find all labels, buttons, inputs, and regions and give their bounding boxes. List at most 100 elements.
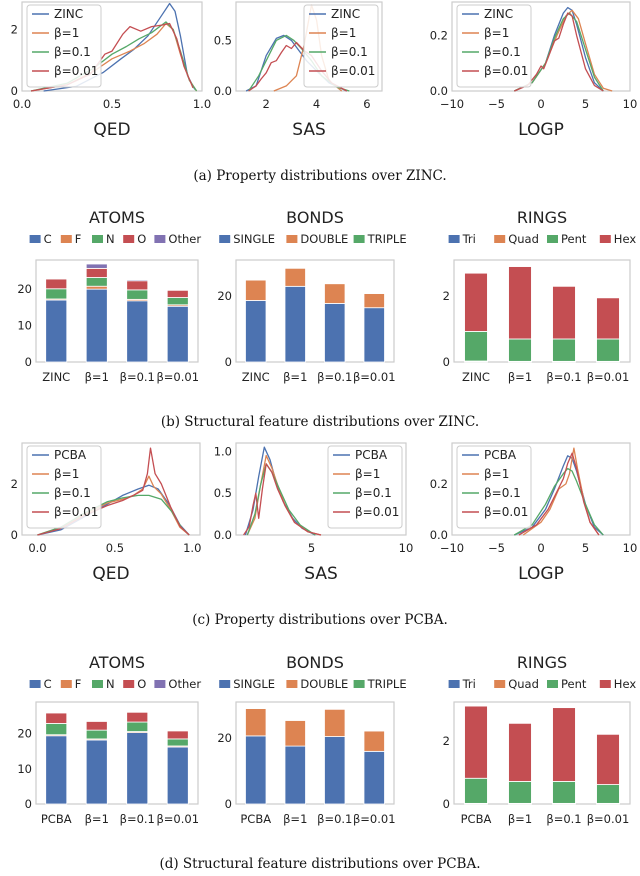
bar-segment-double: [284, 267, 306, 287]
y-tick-label: 10: [17, 762, 32, 776]
chart-title: RINGS: [517, 208, 567, 227]
x-tick-label: 1.0: [193, 97, 211, 111]
y-tick-label: 0.0: [214, 528, 232, 542]
legend-label: Pent: [561, 232, 587, 246]
bar-segment-c: [45, 735, 68, 805]
bar-segment-pent: [464, 777, 488, 804]
plot-pcba-sas: 5 10 0.0 0.5 1.0 SAS PCBA β=1 β=0.1 β=0.01: [214, 442, 413, 584]
x-tick-label: −10: [440, 541, 464, 555]
legend-label: β=1: [54, 467, 79, 481]
legend-label: β=0.01: [54, 64, 98, 78]
bar-segment-o: [166, 730, 189, 740]
bar-segment-single: [245, 735, 267, 805]
bar-segment-double: [324, 283, 346, 304]
bar-segment-other: [126, 279, 149, 282]
legend-label: β=0.01: [54, 505, 98, 519]
bar-segment-c: [166, 746, 189, 805]
legend-swatch: [599, 680, 611, 688]
x-tick-label: β=1: [508, 370, 532, 384]
bar-segment-n: [85, 729, 108, 740]
bar-segment-n: [45, 723, 68, 736]
legend-swatch: [29, 680, 41, 688]
chart-title: ATOMS: [89, 208, 145, 227]
y-tick-label: 20: [17, 282, 32, 296]
legend-swatch: [448, 680, 460, 688]
bar-segment-hex: [464, 272, 488, 332]
legend-swatch: [60, 680, 72, 688]
legend-label: β=1: [331, 26, 356, 40]
plot-zinc-rings: RINGS Tri Quad Pent Hex 0 2 ZINC β=1 β=0.1 β=0.01: [443, 208, 637, 384]
legend-label: DOUBLE: [300, 677, 348, 691]
x-tick-label: 10: [623, 97, 638, 111]
legend-box: [327, 445, 403, 529]
bar-segment-double: [324, 708, 346, 737]
y-tick-label: 20: [17, 727, 32, 741]
legend-label: PCBA: [54, 448, 87, 462]
bar-segment-other: [85, 263, 108, 269]
bar-segment-single: [363, 750, 385, 805]
x-tick-label: β=1: [283, 812, 307, 826]
legend-box: [456, 445, 532, 529]
legend-label: β=1: [484, 26, 509, 40]
bar-segment-c: [85, 288, 108, 363]
chart-title: RINGS: [517, 653, 567, 672]
x-tick-label: β=0.1: [120, 812, 155, 826]
x-tick-label: 0: [537, 541, 544, 555]
legend-label: ZINC: [331, 7, 360, 21]
bar-segment-n: [85, 277, 108, 287]
x-tick-label: PCBA: [461, 812, 492, 826]
legend-label: O: [137, 232, 146, 246]
caption-c: (c) Property distributions over PCBA.: [192, 612, 448, 628]
bar-segment-hex: [596, 733, 620, 785]
y-tick-label: 2: [11, 477, 18, 491]
bar-segment-c: [126, 732, 149, 805]
bar-segment-n: [126, 721, 149, 732]
y-tick-label: 2: [443, 734, 450, 748]
bar-segment-n: [166, 297, 189, 306]
caption-d: (d) Structural feature distributions ove…: [159, 856, 480, 872]
x-tick-label: β=0.1: [317, 812, 352, 826]
plot-pcba-qed: 0.0 0.5 1.0 0 2 QED PCBA β=1 β=0.1 β=0.01: [11, 442, 201, 584]
x-tick-label: PCBA: [240, 812, 271, 826]
legend-swatch: [353, 680, 365, 688]
legend-label: SINGLE: [233, 232, 275, 246]
x-tick-label: β=1: [283, 370, 307, 384]
chart-title: BONDS: [286, 208, 344, 227]
legend-label: β=0.1: [355, 486, 392, 500]
bar-segment-pent: [464, 330, 488, 362]
legend-swatch: [219, 235, 231, 243]
bar-segment-single: [284, 285, 306, 363]
bar-segment-hex: [508, 266, 532, 340]
legend-swatch: [123, 235, 135, 243]
x-tick-label: β=0.01: [156, 370, 199, 384]
bar-segment-hex: [596, 297, 620, 340]
x-tick-label: −10: [440, 97, 464, 111]
legend-box: [456, 4, 532, 88]
y-tick-label: 0: [11, 528, 18, 542]
legend-box: [26, 4, 102, 88]
plot-zinc-atoms: ATOMS C F N O Other 0 10 20 ZINC β=1 β=0.1 β=0.01: [17, 208, 201, 384]
legend-swatch: [219, 680, 231, 688]
bar-segment-n: [126, 289, 149, 300]
bar-segment-hex: [552, 707, 576, 782]
legend-swatch: [286, 235, 298, 243]
bar-segment-double: [363, 730, 385, 752]
legend-label: β=1: [355, 467, 380, 481]
legend-label: Quad: [508, 232, 539, 246]
series-line-2: [513, 467, 604, 536]
plot-zinc-qed: 0.0 0.5 1.0 0 2 QED ZINC β=1 β=0.1 β=0.01: [11, 1, 211, 140]
caption-a: (a) Property distributions over ZINC.: [193, 168, 446, 184]
bar-segment-pent: [552, 781, 576, 804]
y-tick-label: 0: [225, 355, 232, 369]
bar-segment-c: [85, 739, 108, 805]
bar-segment-o: [85, 267, 108, 278]
x-tick-label: β=1: [508, 812, 532, 826]
chart-title: BONDS: [286, 653, 344, 672]
x-tick-label: β=0.01: [353, 812, 396, 826]
legend-label: Hex: [614, 677, 637, 691]
plot-zinc-logp: −10 −5 0 5 10 0.0 0.2 LOGP ZINC β=1 β=0.1 β=0.01: [430, 1, 638, 140]
x-tick-label: β=0.01: [353, 370, 396, 384]
legend-box: [26, 445, 102, 529]
x-tick-label: ZINC: [42, 370, 70, 384]
x-tick-label: β=0.01: [587, 370, 630, 384]
